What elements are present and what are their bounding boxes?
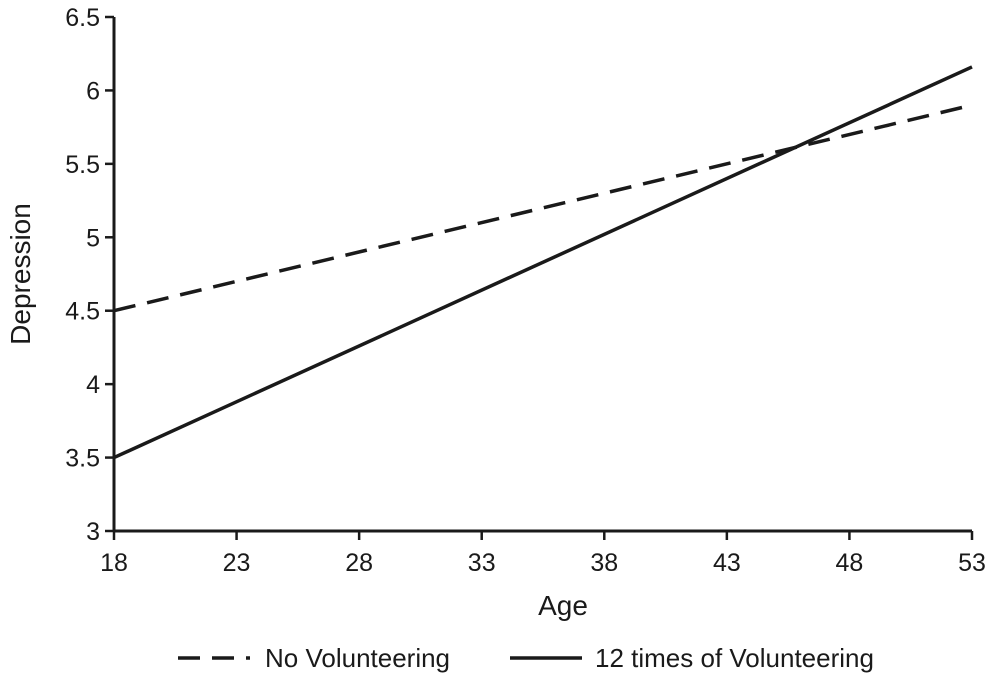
y-tick-label: 6.5 — [65, 4, 100, 32]
series-line-1 — [113, 103, 973, 313]
x-axis-title: Age — [538, 590, 588, 621]
y-axis-title: Depression — [5, 203, 36, 345]
y-tick-label: 5 — [86, 224, 100, 252]
legend: No Volunteering 12 times of Volunteering — [178, 643, 874, 673]
x-tick-label: 23 — [223, 549, 251, 577]
x-tick-label: 53 — [958, 549, 986, 577]
series-line-2 — [113, 65, 973, 460]
y-tick-label: 6 — [86, 77, 100, 105]
x-tick-label: 48 — [836, 549, 864, 577]
legend-label-1: No Volunteering — [265, 643, 450, 673]
y-tick-label: 4 — [86, 371, 100, 399]
x-tick-label: 33 — [468, 549, 496, 577]
x-tick-label: 28 — [345, 549, 373, 577]
axes — [105, 15, 974, 540]
x-tick-label: 43 — [713, 549, 741, 577]
series-lines — [113, 65, 973, 460]
y-tick-label: 5.5 — [65, 151, 100, 179]
y-tick-label: 4.5 — [65, 298, 100, 326]
legend-label-2: 12 times of Volunteering — [595, 643, 874, 673]
y-tick-label: 3.5 — [65, 445, 100, 473]
tick-labels: 3 3.5 4 4.5 5 5.5 6 6.5 18 23 28 33 38 43 48 53 — [65, 4, 986, 577]
x-tick-label: 38 — [590, 549, 618, 577]
y-tick-label: 3 — [86, 518, 100, 546]
x-tick-label: 18 — [100, 549, 128, 577]
